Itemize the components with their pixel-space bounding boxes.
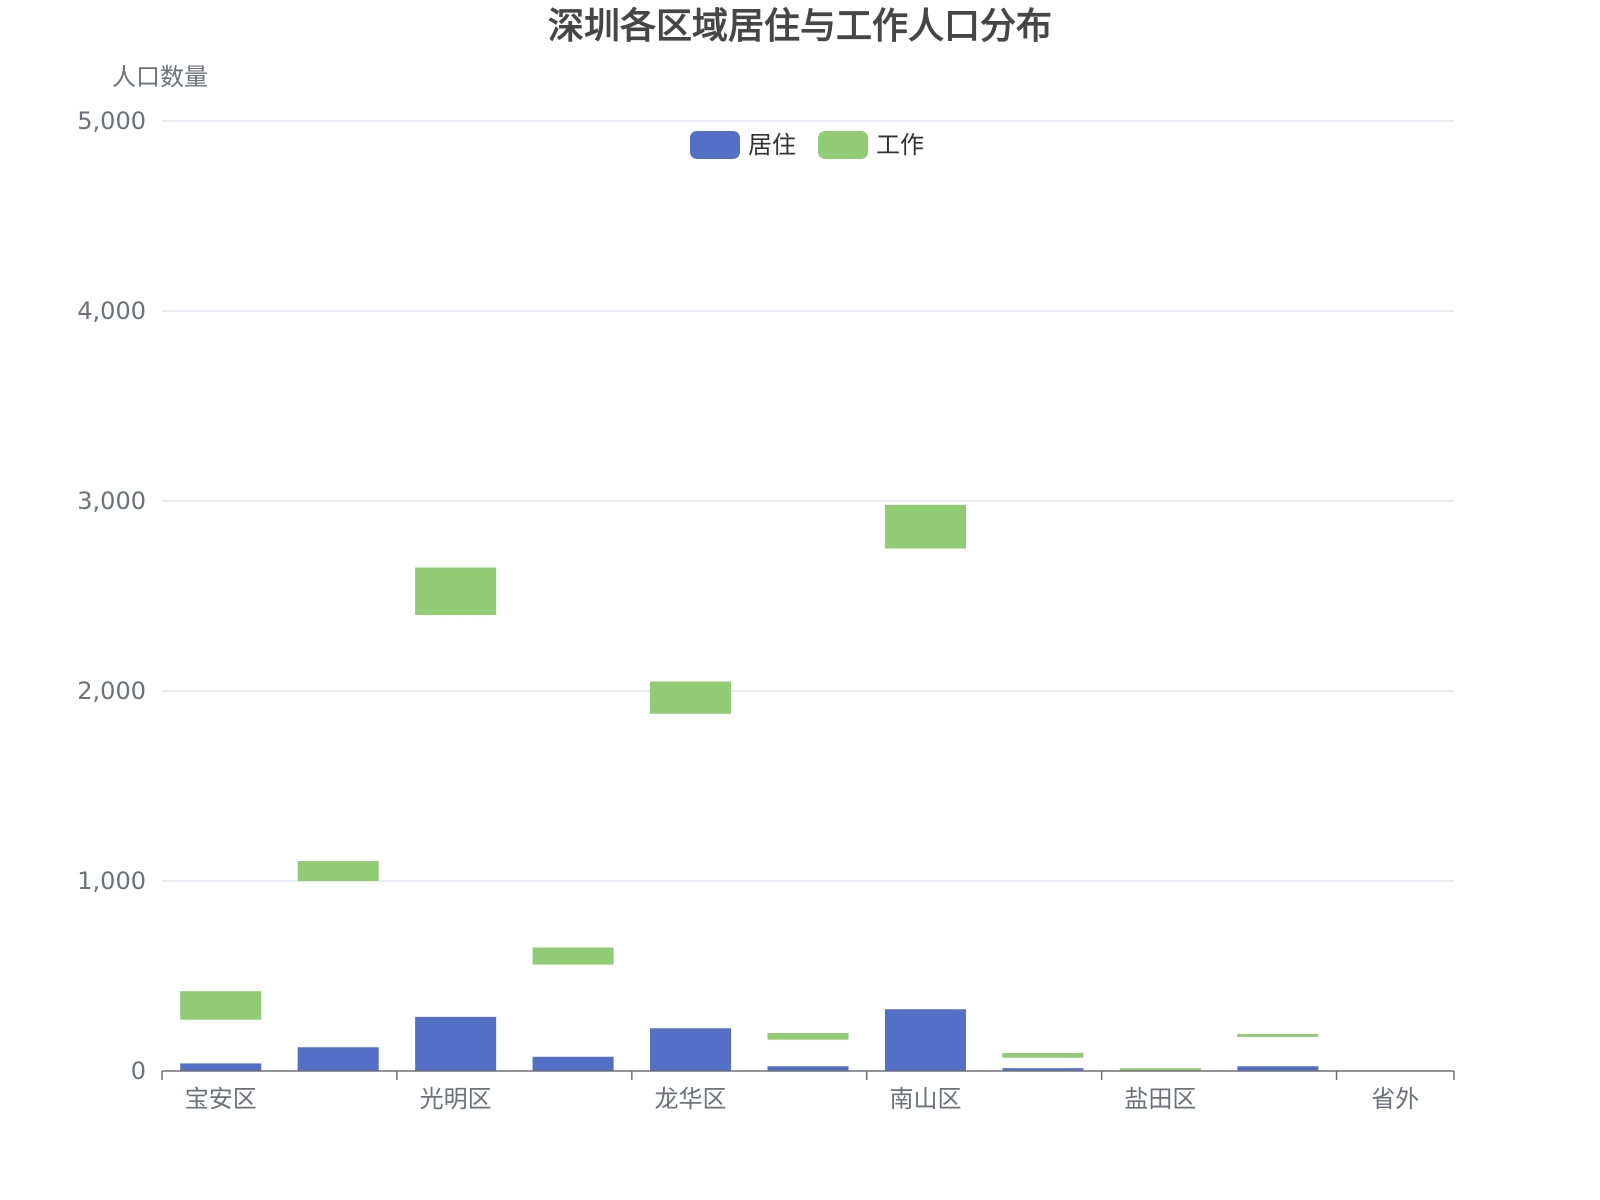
bar-work[interactable] (767, 1033, 849, 1040)
bar-residence[interactable] (1002, 1068, 1084, 1071)
y-tick-label: 0 (131, 1057, 146, 1085)
y-tick-label: 5,000 (77, 107, 146, 135)
bar-work[interactable] (650, 681, 732, 714)
bar-residence[interactable] (180, 1063, 262, 1071)
y-tick-label: 2,000 (77, 677, 146, 705)
x-tick-label: 盐田区 (1124, 1085, 1196, 1113)
legend-swatch-residence (690, 131, 740, 159)
bar-work[interactable] (415, 567, 497, 616)
y-tick-label: 3,000 (77, 487, 146, 515)
bar-residence[interactable] (650, 1028, 732, 1071)
bar-work[interactable] (297, 861, 379, 881)
x-tick-label: 省外 (1371, 1085, 1419, 1113)
legend[interactable]: 居住 工作 (690, 131, 924, 159)
bar-work[interactable] (1002, 1052, 1084, 1058)
legend-label-work[interactable]: 工作 (876, 131, 924, 159)
bar-residence[interactable] (297, 1047, 379, 1071)
bar-residence[interactable] (767, 1066, 849, 1071)
x-tick-label: 宝安区 (185, 1085, 257, 1113)
axes: 0 1,000 2,000 3,000 4,000 5,000 宝安区 光明区 龙华区 南山区 盐田… (77, 107, 1455, 1113)
bar-work[interactable] (532, 947, 614, 965)
bar-residence[interactable] (1237, 1066, 1319, 1071)
x-tick-label: 南山区 (889, 1085, 961, 1113)
bar-work[interactable] (884, 504, 966, 549)
bar-residence[interactable] (532, 1056, 614, 1071)
grid-lines (162, 120, 1454, 882)
x-tick-label: 光明区 (420, 1085, 492, 1113)
bar-residence[interactable] (415, 1016, 497, 1071)
chart-title: 深圳各区域居住与工作人口分布 (547, 6, 1052, 47)
bar-work[interactable] (180, 991, 262, 1020)
bars (180, 504, 1319, 1072)
y-tick-label: 4,000 (77, 297, 146, 325)
x-tick-label: 龙华区 (655, 1085, 727, 1113)
bar-residence[interactable] (884, 1009, 966, 1071)
legend-swatch-work (818, 131, 868, 159)
bar-work[interactable] (1237, 1033, 1319, 1037)
legend-label-residence[interactable]: 居住 (748, 131, 796, 159)
y-axis-title: 人口数量 (112, 63, 208, 91)
y-tick-label: 1,000 (77, 867, 146, 895)
bar-work[interactable] (1119, 1068, 1201, 1072)
